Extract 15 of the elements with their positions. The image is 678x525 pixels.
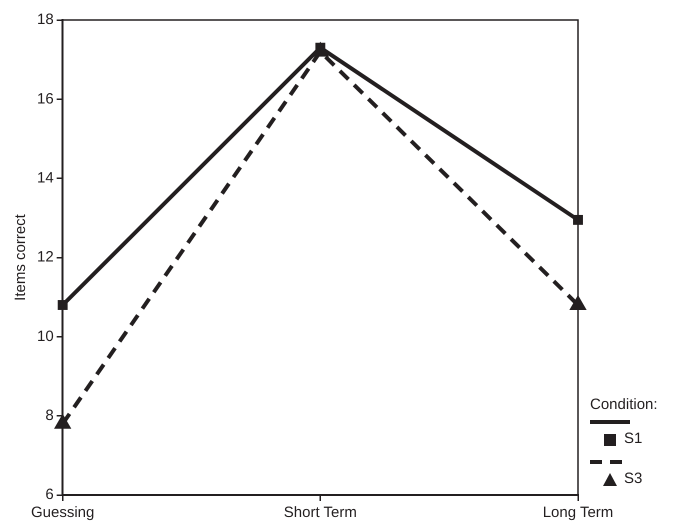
x-tick-label: Short Term xyxy=(284,504,357,522)
point xyxy=(54,414,72,429)
y-tick-label: 16 xyxy=(36,90,54,108)
y-tick-label: 18 xyxy=(36,11,54,28)
y-tick-label: 8 xyxy=(45,406,54,424)
y-tick-label: 10 xyxy=(36,328,54,345)
y-axis-title: Items correct xyxy=(12,213,30,301)
x-tick-label: Guessing xyxy=(30,504,94,522)
x-tick-label: Long Term xyxy=(542,504,614,522)
legend-label: S1 xyxy=(624,430,642,447)
legend-title: Condition: xyxy=(590,396,658,413)
legend-label: S3 xyxy=(624,470,642,487)
y-tick-label: 12 xyxy=(36,248,54,266)
y-tick-label: 14 xyxy=(36,169,54,186)
y-tick-label: 6 xyxy=(45,486,54,504)
